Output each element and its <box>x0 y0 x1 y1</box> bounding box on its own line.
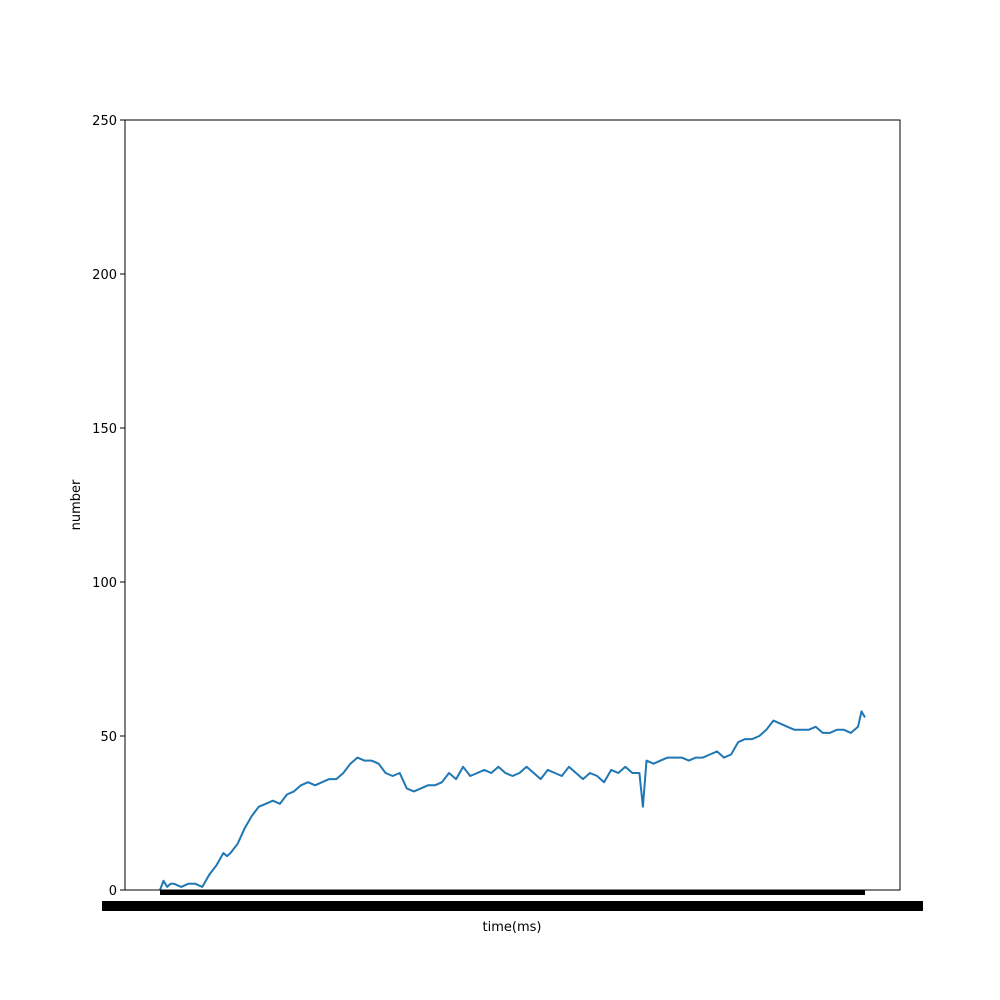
y-axis-label: number <box>69 479 84 530</box>
x-tick-labels-overlapping <box>102 901 923 911</box>
y-tick-label: 150 <box>92 422 117 437</box>
series-line <box>159 710 866 891</box>
y-tick-label: 100 <box>92 576 117 591</box>
x-axis <box>102 890 923 911</box>
x-tick-marks-dense <box>160 890 865 895</box>
y-tick-label: 50 <box>100 730 117 745</box>
y-tick-label: 250 <box>92 114 117 129</box>
y-tick-label: 200 <box>92 268 117 283</box>
y-axis: 0 50 100 150 200 250 <box>92 114 125 899</box>
x-axis-label: time(ms) <box>483 920 542 935</box>
plot-area <box>159 710 866 891</box>
y-tick-label: 0 <box>109 884 117 899</box>
